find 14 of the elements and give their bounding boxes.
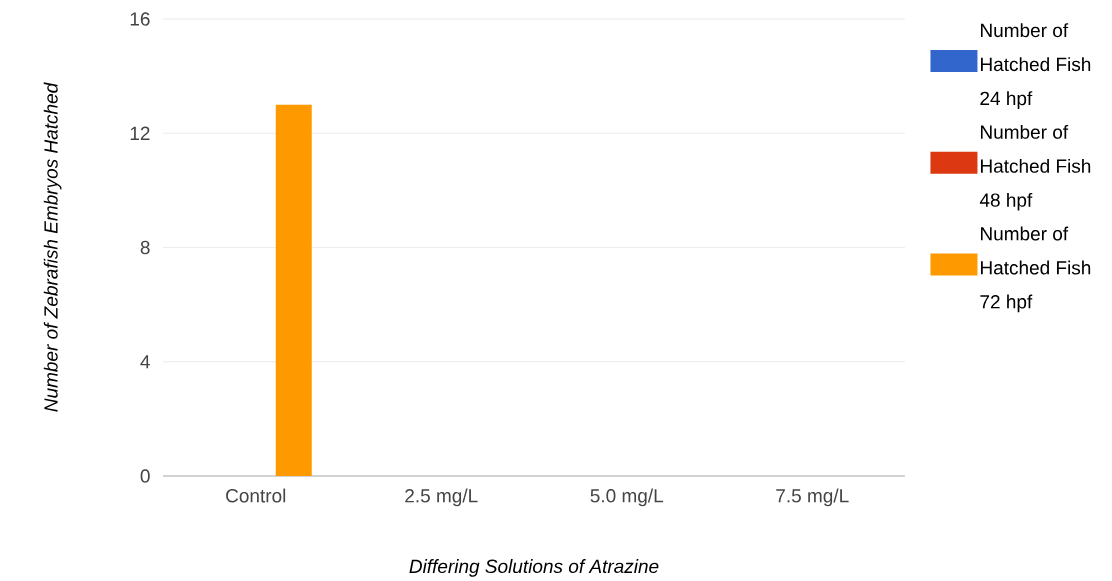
x-axis-title: Differing Solutions of Atrazine <box>409 559 659 577</box>
x-tick-label: Control <box>226 488 286 503</box>
y-tick-label: 12 <box>130 126 150 140</box>
y-tick-label: 4 <box>140 355 150 369</box>
legend-label: Number of Hatched Fish 48 hpf <box>979 124 1091 211</box>
legend-label: Number of Hatched Fish 72 hpf <box>980 226 1091 313</box>
y-tick-label: 0 <box>140 469 150 483</box>
y-axis-title: Number of Zebrafish Embryos Hatched <box>43 82 62 412</box>
x-tick-label: 5.0 mg/L <box>590 488 664 507</box>
y-tick-label: 16 <box>130 12 150 26</box>
y-tick-label: 8 <box>140 240 150 255</box>
x-tick-label: 7.5 mg/L <box>776 488 849 507</box>
x-tick-label: 2.5 mg/L <box>405 488 478 507</box>
legend-label: Number of Hatched Fish 24 hpf <box>980 23 1091 109</box>
